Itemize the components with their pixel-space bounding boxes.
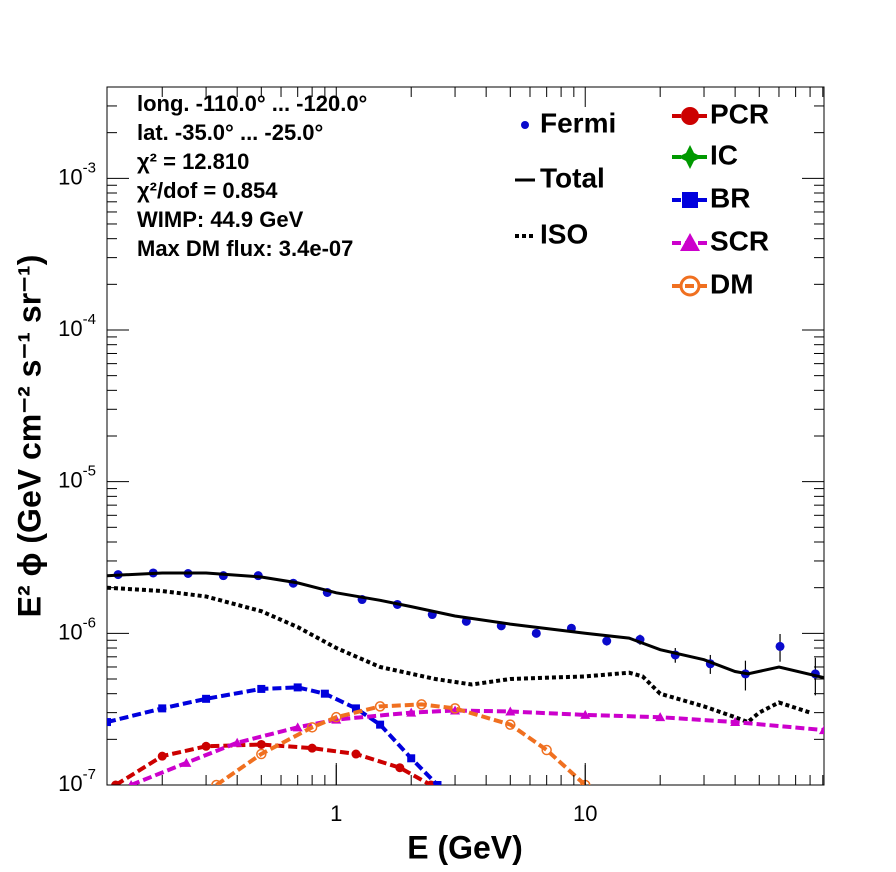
marker [257,684,266,693]
marker [505,719,516,730]
marker [819,725,824,735]
marker [407,754,416,763]
y-tick-label: 10-6 [58,614,96,644]
y-tick-base: 10 [58,316,82,341]
annotation: lat. -35.0° ... -25.0° [137,120,323,145]
y-tick-base: 10 [58,619,82,644]
legend-label: BR [710,182,750,213]
marker [202,694,211,703]
marker [449,703,461,714]
marker [505,706,516,716]
legend-label: Fermi [540,107,616,138]
marker [580,709,591,719]
curves [107,568,824,785]
marker [128,780,134,785]
marker [376,720,385,729]
marker [416,699,427,710]
data-point [775,641,785,651]
y-tick-label: 10-7 [58,766,96,796]
series-line [130,708,824,785]
legend-marker [521,121,529,129]
y-tick-exponent: -5 [83,463,96,480]
legend-label: IC [710,139,738,170]
marker [730,717,741,727]
series-line [215,702,587,785]
y-tick-exponent: -3 [83,159,96,176]
legend-label: ISO [540,218,588,249]
marker [293,683,302,692]
series-line [114,742,432,785]
marker [157,751,167,761]
annotation: Max DM flux: 3.4e-07 [137,236,353,261]
marker [678,145,702,169]
series-line [107,571,824,680]
marker [111,780,121,785]
y-tick-label: 10-5 [58,463,96,493]
y-tick-exponent: -6 [83,614,96,631]
legend-label: DM [710,268,754,299]
data-point [602,636,612,646]
legend-label: Total [540,162,605,193]
marker [256,739,266,749]
marker [256,748,267,760]
marker [107,718,111,727]
y-tick-label: 10-3 [58,159,96,189]
marker [541,744,552,756]
y-tick-base: 10 [58,164,82,189]
marker [374,701,386,712]
x-tick-label: 10 [573,801,597,826]
legend-label: SCR [710,225,769,256]
marker [395,763,405,773]
marker [406,707,417,717]
series-line [107,585,811,725]
marker [292,722,303,732]
y-axis-label: E² ϕ (GeV cm⁻² s⁻¹ sr⁻¹) [11,255,47,618]
marker [682,192,698,208]
marker [680,233,700,251]
y-tick-label: 10-4 [58,311,96,341]
marker [211,779,222,785]
marker [426,780,436,785]
marker [351,704,360,713]
marker [232,737,243,747]
annotation: χ² = 12.810 [137,149,249,174]
x-tick-label: 1 [330,801,342,826]
marker [433,781,442,785]
data-point [531,628,541,638]
marker [655,712,666,722]
marker [681,107,699,125]
marker [181,757,192,767]
marker [331,711,342,723]
y-tick-base: 10 [58,467,82,492]
y-tick-base: 10 [58,771,82,796]
series-line [107,685,439,785]
marker [306,722,318,733]
annotation: WIMP: 44.9 GeV [137,207,304,232]
marker [679,275,701,297]
marker [307,743,317,753]
legend-label: PCR [710,98,769,129]
marker [351,749,361,759]
marker [158,704,167,713]
y-tick-exponent: -4 [83,311,96,328]
x-axis-label: E (GeV) [407,829,523,865]
marker [320,689,329,698]
annotation: long. -110.0° ... -120.0° [137,91,367,116]
marker [201,741,211,751]
annotation: χ²/dof = 0.854 [137,178,278,203]
y-tick-exponent: -7 [83,766,96,783]
